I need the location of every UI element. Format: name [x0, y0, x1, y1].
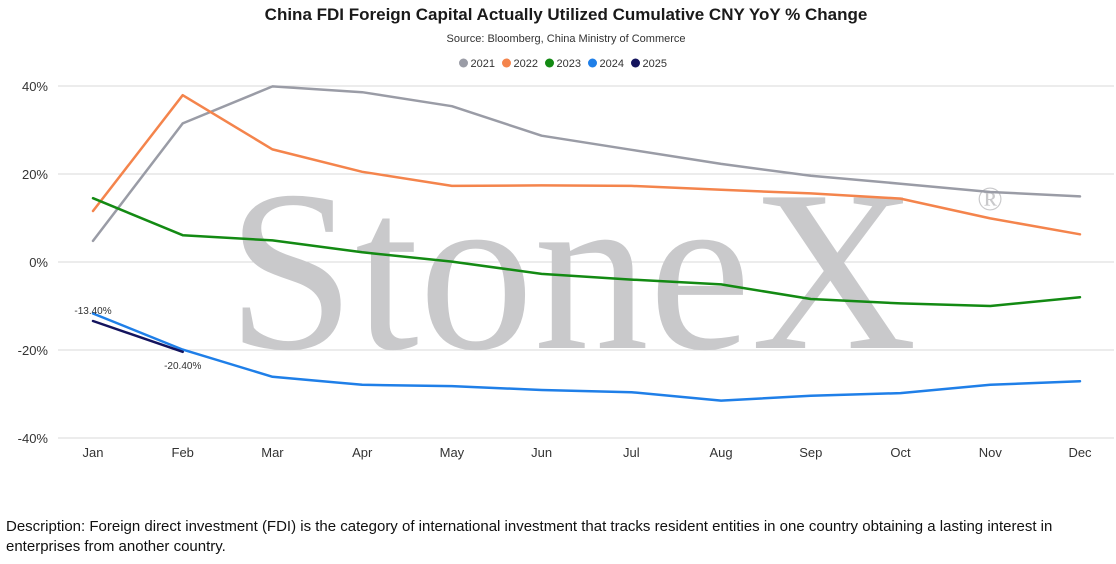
x-tick-label: Jan [83, 445, 104, 460]
y-tick-label: 20% [22, 167, 48, 182]
x-tick-label: Aug [710, 445, 733, 460]
legend-marker-2021 [459, 58, 468, 68]
legend-marker-2024 [588, 58, 597, 68]
gridlines [58, 85, 1114, 439]
chart-subtitle: Source: Bloomberg, China Ministry of Com… [446, 33, 685, 45]
y-tick-label: -20% [18, 343, 49, 358]
x-tick-label: Jun [531, 445, 552, 460]
series-line-2022 [91, 93, 1082, 236]
data-label: -20.40% [164, 361, 201, 372]
x-tick-label: Oct [890, 445, 911, 460]
x-tick-label: Dec [1068, 445, 1092, 460]
chart-title: China FDI Foreign Capital Actually Utili… [265, 5, 868, 24]
legend-marker-2025 [631, 58, 640, 68]
y-tick-label: 40% [22, 79, 48, 94]
x-tick-label: Feb [172, 445, 194, 460]
legend-marker-2023 [545, 58, 554, 68]
x-tick-label: Apr [352, 445, 373, 460]
x-axis: Jan Feb Mar Apr May Jun Jul Aug Sep Oct Nov Dec [83, 445, 1093, 460]
legend-label-2022: 2022 [514, 58, 538, 70]
legend-label-2023: 2023 [557, 58, 581, 70]
legend-label-2025: 2025 [643, 58, 667, 70]
data-label: -13.40% [74, 306, 111, 317]
x-tick-label: Nov [979, 445, 1003, 460]
legend-label-2024: 2024 [600, 58, 624, 70]
series-line-2023 [91, 196, 1082, 308]
y-tick-label: 0% [29, 255, 48, 270]
y-axis: 40% 20% 0% -20% -40% [18, 79, 49, 446]
x-tick-label: Jul [623, 445, 640, 460]
series-line-2025 [91, 319, 184, 354]
x-tick-label: Mar [261, 445, 284, 460]
series-line-2021 [91, 85, 1082, 243]
watermark-logo: StoneX [227, 143, 917, 398]
legend-marker-2022 [502, 58, 511, 68]
series-lines [91, 85, 1082, 402]
x-tick-label: Sep [799, 445, 822, 460]
legend: 2021 2022 2023 2024 2025 [459, 58, 667, 70]
description: Description: Foreign direct investment (… [6, 518, 1053, 555]
chart: China FDI Foreign Capital Actually Utili… [18, 5, 1114, 460]
x-tick-label: May [440, 445, 465, 460]
annotations: -13.40% -20.40% [74, 306, 201, 372]
series-line-2024 [91, 312, 1082, 402]
watermark-registered-mark: ® [977, 181, 1003, 218]
legend-label-2021: 2021 [471, 58, 495, 70]
y-tick-label: -40% [18, 431, 49, 446]
